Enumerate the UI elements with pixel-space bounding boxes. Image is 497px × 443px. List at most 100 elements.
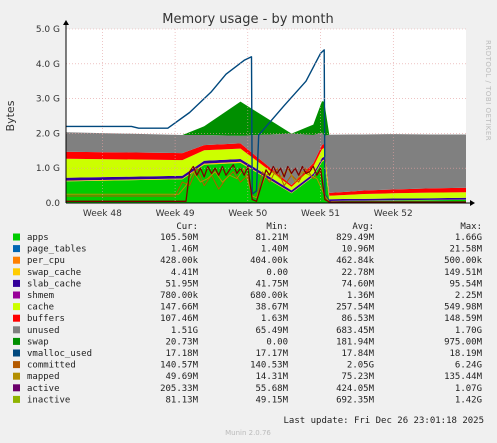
legend-name: cache: [27, 303, 54, 313]
legend-name: slab_cache: [27, 279, 81, 289]
rrdtool-credit: RRDTOOL / TOBI OETIKER: [484, 40, 492, 141]
legend-value: 462.84k: [336, 256, 375, 266]
legend-name: swap_cache: [27, 268, 81, 278]
legend-swatch: [13, 395, 20, 403]
legend-header: Min:: [266, 222, 288, 232]
legend-swatch: [13, 384, 20, 392]
legend-name: mapped: [27, 372, 60, 382]
legend-name: per_cpu: [27, 256, 65, 266]
legend-value: 148.59M: [444, 314, 483, 324]
legend-value: 1.70G: [455, 326, 482, 336]
legend-value: 17.84M: [341, 349, 374, 359]
legend-name: vmalloc_used: [27, 349, 92, 359]
area-apps: [66, 160, 466, 203]
legend-header: Cur:: [176, 222, 198, 232]
legend-value: 692.35M: [336, 395, 375, 405]
legend-value: 49.15M: [255, 395, 288, 405]
legend-value: 257.54M: [336, 303, 375, 313]
legend-value: 780.00k: [160, 291, 199, 301]
legend-name: swap: [27, 337, 49, 347]
legend-value: 21.58M: [449, 245, 482, 255]
legend-name: committed: [27, 361, 76, 371]
legend-value: 1.66G: [455, 233, 482, 243]
legend-value: 1.63M: [261, 314, 289, 324]
legend-value: 683.45M: [336, 326, 375, 336]
area-swap: [66, 101, 466, 136]
area-buffers: [66, 143, 466, 196]
legend-value: 105.50M: [160, 233, 199, 243]
legend-name: page_tables: [27, 245, 87, 255]
legend-header: Avg:: [352, 222, 374, 232]
legend-swatch: [13, 349, 20, 357]
last-update: Last update: Fri Dec 26 23:01:18 2025: [284, 416, 484, 426]
legend-value: 81.21M: [255, 233, 288, 243]
legend-value: 181.94M: [336, 337, 375, 347]
munin-version: Munin 2.0.76: [225, 429, 271, 437]
x-tick-label: Week 52: [374, 209, 413, 219]
legend-value: 49.69M: [165, 372, 198, 382]
y-tick-label: 0.0: [46, 199, 61, 209]
legend-value: 10.96M: [341, 245, 374, 255]
legend-swatch: [13, 233, 20, 241]
legend-value: 1.36M: [347, 291, 375, 301]
legend-name: inactive: [27, 395, 70, 405]
area-slab_cache: [66, 156, 466, 201]
legend-value: 205.33M: [160, 384, 199, 394]
legend-swatch: [13, 245, 20, 253]
legend-value: 4.41M: [171, 268, 199, 278]
y-tick-label: 1.0 G: [36, 164, 60, 174]
legend-value: 428.00k: [160, 256, 199, 266]
legend-value: 1.42G: [455, 395, 482, 405]
legend-value: 95.54M: [449, 279, 482, 289]
legend-value: 140.53M: [250, 361, 289, 371]
y-tick-label: 3.0 G: [36, 95, 60, 105]
axes: 0.0 1.0 G 2.0 G 3.0 G 4.0 G 5.0 G Week 48 Week …: [36, 20, 475, 219]
legend-value: 500.00k: [444, 256, 483, 266]
legend-swatch: [13, 279, 20, 287]
legend-value: 140.57M: [160, 361, 199, 371]
chart-title: Memory usage - by month: [162, 12, 333, 27]
y-axis-label: Bytes: [4, 100, 17, 131]
legend-value: 17.17M: [255, 349, 288, 359]
legend-value: 51.95M: [165, 279, 198, 289]
line-inactive: [66, 167, 466, 203]
y-tick-label: 2.0 G: [36, 129, 60, 139]
legend-value: 20.73M: [165, 337, 198, 347]
legend-value: 2.25M: [455, 291, 483, 301]
legend-value: 1.07G: [455, 384, 482, 394]
legend-value: 22.78M: [341, 268, 374, 278]
legend-name: unused: [27, 326, 60, 336]
legend-value: 38.67M: [255, 303, 288, 313]
legend-value: 424.05M: [336, 384, 375, 394]
legend-swatch: [13, 361, 20, 369]
x-tick-label: Week 49: [156, 209, 195, 219]
x-axis-arrow: [470, 200, 475, 206]
legend-value: 147.66M: [160, 303, 199, 313]
legend-swatch: [13, 303, 20, 311]
legend-value: 1.51G: [171, 326, 198, 336]
x-tick-label: Week 50: [228, 209, 267, 219]
legend-name: buffers: [27, 314, 65, 324]
y-tick-label: 5.0 G: [36, 25, 60, 35]
x-tick-label: Week 51: [301, 209, 340, 219]
legend-swatch: [13, 337, 20, 345]
legend: Cur: Min: Avg: Max: apps 105.50M 81.21M 829.49M…: [13, 222, 483, 405]
legend-swatch: [13, 372, 20, 380]
legend-value: 81.13M: [165, 395, 198, 405]
legend-value: 75.23M: [341, 372, 374, 382]
legend-value: 149.51M: [444, 268, 483, 278]
legend-swatch: [13, 256, 20, 264]
legend-value: 1.46M: [171, 245, 199, 255]
x-tick-label: Week 48: [83, 209, 122, 219]
legend-value: 18.19M: [449, 349, 482, 359]
legend-swatch: [13, 268, 20, 276]
area-stack: [66, 101, 466, 203]
legend-value: 2.05G: [347, 361, 374, 371]
legend-swatch: [13, 314, 20, 322]
legend-value: 549.98M: [444, 303, 483, 313]
legend-swatch: [13, 291, 20, 299]
legend-value: 404.00k: [250, 256, 289, 266]
legend-value: 17.18M: [165, 349, 198, 359]
legend-name: apps: [27, 233, 49, 243]
